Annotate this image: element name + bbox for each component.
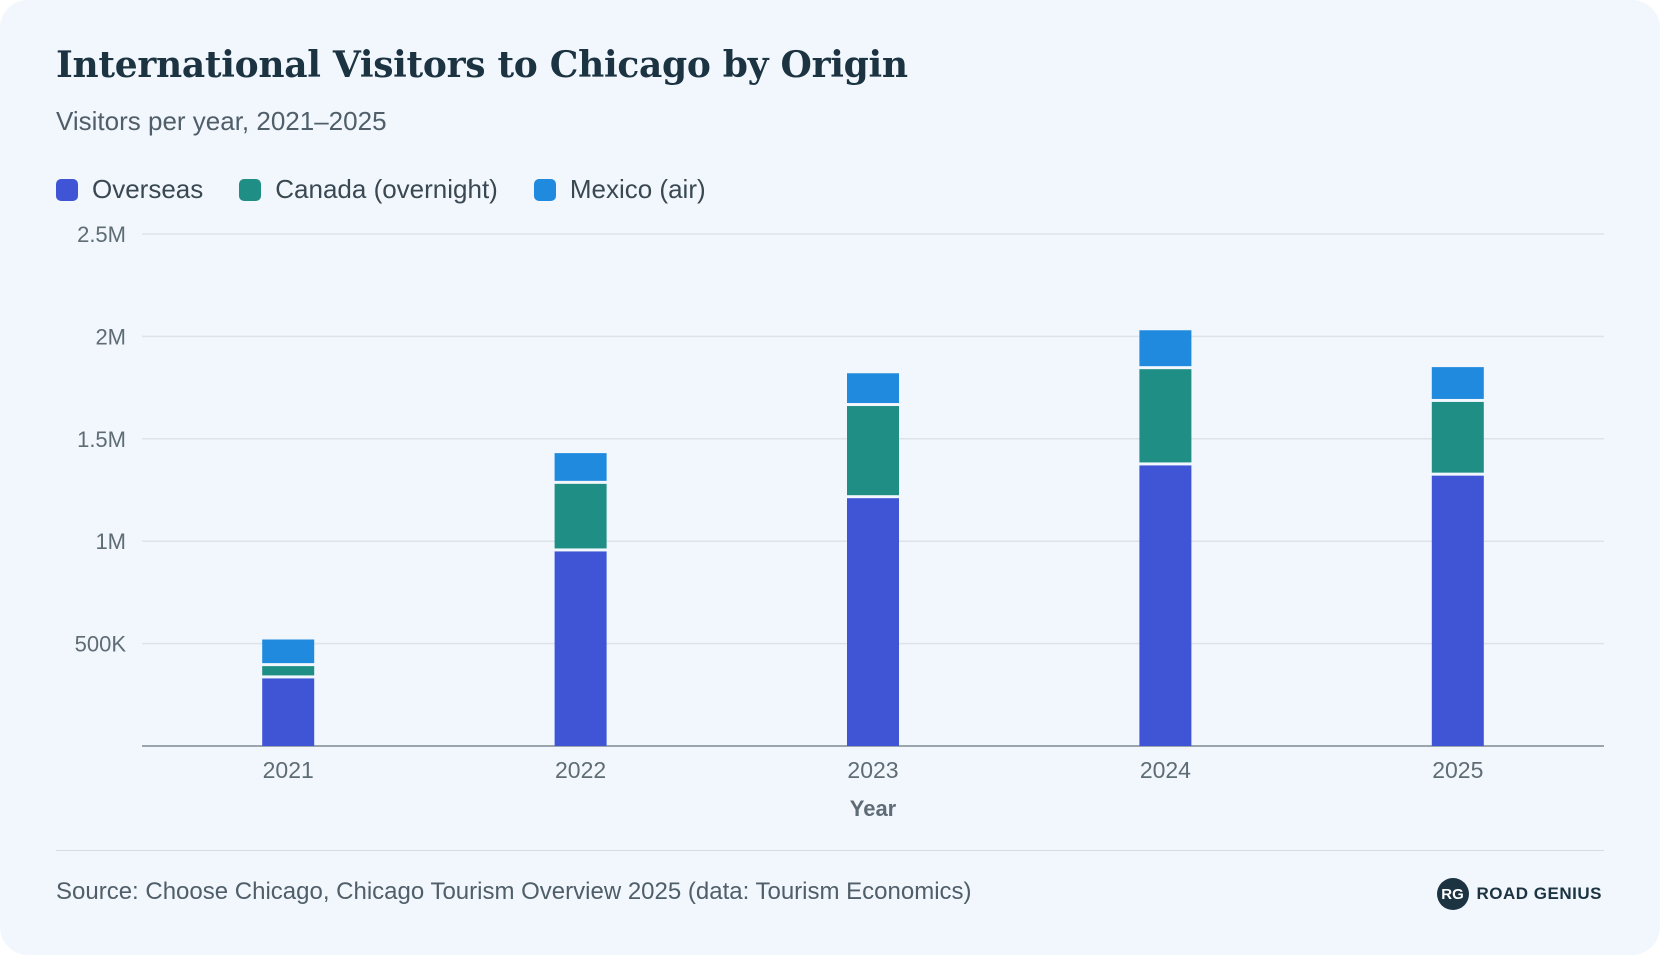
y-tick-label: 500K [75,632,127,657]
x-tick-label: 2023 [847,757,898,783]
bar-segment [1431,401,1484,473]
y-tick-label: 1M [95,529,126,554]
x-axis-title: Year [850,796,897,821]
legend-item-overseas[interactable]: Overseas [56,174,203,205]
bar-segment [1139,369,1192,463]
y-tick-label: 1.5M [77,427,126,452]
y-tick-label: 2M [95,324,126,349]
bar-segment [554,551,607,746]
legend-swatch-canada [239,178,262,201]
chart-title: International Visitors to Chicago by Ori… [56,44,908,86]
bar-segment [847,373,899,404]
source-note: Source: Choose Chicago, Chicago Tourism … [56,878,972,905]
bar-segment [1431,475,1484,746]
legend-label-mexico: Mexico (air) [569,174,706,204]
bar-segment [1431,367,1484,399]
legend-label-canada: Canada (overnight) [275,174,498,204]
footer-divider [56,850,1604,851]
brand: RG ROAD GENIUS [1436,878,1602,910]
legend-swatch-overseas [56,178,78,201]
x-tick-label: 2022 [555,757,606,783]
chart-subtitle: Visitors per year, 2021–2025 [56,106,387,136]
bar-segment [554,453,607,481]
legend: Overseas Canada (overnight) Mexico (air) [56,174,706,205]
legend-label-overseas: Overseas [92,174,204,204]
bar-segment [262,666,315,676]
x-tick-label: 2021 [263,757,314,783]
legend-item-canada[interactable]: Canada (overnight) [239,174,498,205]
road-genius-logo-icon: RG [1436,878,1469,910]
bar-segment [262,678,315,746]
brand-name: ROAD GENIUS [1476,884,1602,903]
bar-segment [847,406,899,496]
x-tick-label: 2024 [1140,757,1191,783]
legend-item-mexico[interactable]: Mexico (air) [533,174,706,205]
bar-segment [847,498,899,746]
y-tick-label: 2.5M [77,222,126,247]
bar-segment [1139,465,1192,746]
x-tick-label: 2025 [1432,757,1483,783]
bar-segment [1139,330,1192,367]
bar-segment [262,639,315,664]
legend-swatch-mexico [533,178,556,201]
bar-segment [554,483,607,549]
